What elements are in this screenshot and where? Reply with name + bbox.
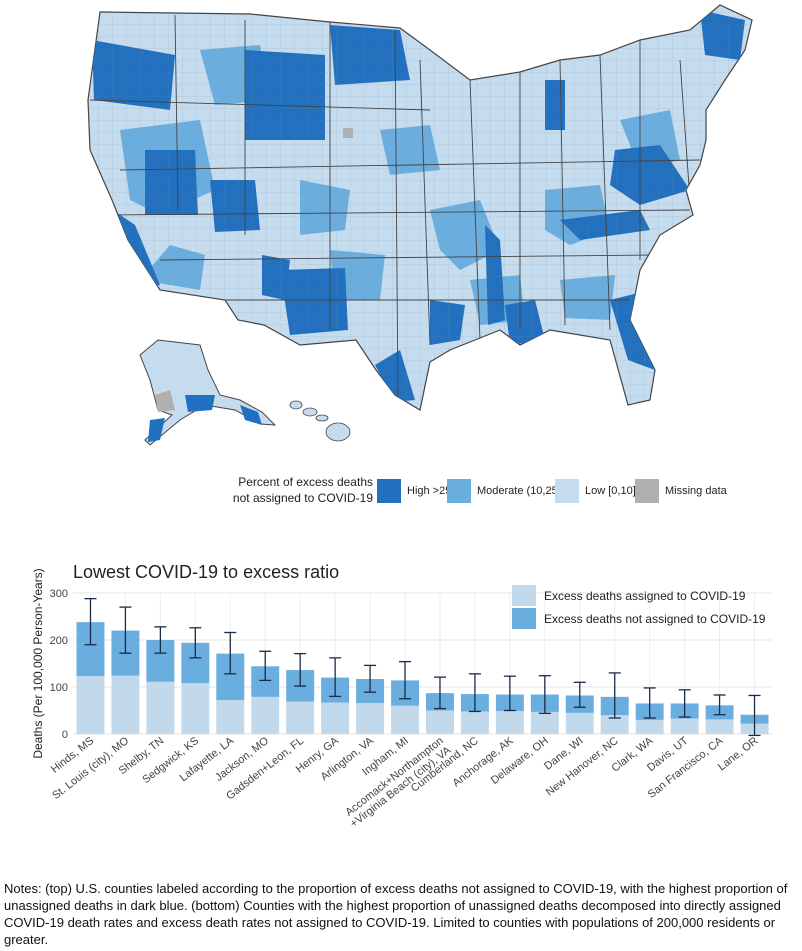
bar-assigned: [460, 711, 489, 734]
y-axis-label: Deaths (Per 100,000 Person-Years): [31, 568, 45, 758]
legend-label-missing: Missing data: [665, 485, 727, 497]
error-bar: [224, 631, 237, 675]
chart-legend-label: Excess deaths assigned to COVID-19: [544, 589, 746, 603]
legend-item-missing: Missing data: [635, 478, 727, 504]
chart-legend: Excess deaths assigned to COVID-19 Excess…: [512, 585, 766, 629]
error-bar: [119, 606, 132, 654]
bar-assigned: [286, 701, 315, 734]
error-bar: [713, 694, 726, 716]
bar-assigned: [600, 715, 629, 734]
error-bar: [678, 689, 691, 718]
y-tick-label: 100: [50, 682, 68, 694]
error-bar: [84, 597, 97, 646]
map-legend-title: Percent of excess deaths not assigned to…: [225, 474, 373, 506]
bar-assigned: [635, 719, 664, 734]
legend-swatch-missing: [635, 479, 659, 503]
error-bar: [364, 664, 377, 693]
error-bar: [189, 627, 202, 659]
legend-label-high: High >25: [407, 485, 452, 497]
legend-label-moderate: Moderate (10,25]: [477, 485, 561, 497]
y-tick-label: 300: [50, 588, 68, 600]
legend-label-low: Low [0,10]: [585, 485, 636, 497]
error-bar: [468, 673, 481, 713]
alaska: [139, 339, 277, 446]
legend-item-low: Low [0,10]: [555, 478, 636, 504]
error-bar: [538, 675, 551, 714]
legend-swatch-low: [555, 479, 579, 503]
bar-chart-svg: 0 100 200 300 Deaths (Per 100,000 Person-Yea…: [31, 568, 772, 830]
error-bar: [503, 675, 516, 712]
chart-legend-swatch: [512, 585, 536, 606]
y-tick-label: 0: [62, 729, 68, 741]
bar-assigned: [111, 675, 140, 734]
bar-assigned: [321, 702, 350, 734]
map-legend-title-line2: not assigned to COVID-19: [232, 491, 373, 505]
error-bar: [399, 660, 412, 700]
legend-item-moderate: Moderate (10,25]: [447, 478, 561, 504]
bar-assigned: [565, 712, 594, 734]
county-map: [0, 0, 802, 470]
legend-swatch-high: [377, 479, 401, 503]
bar-assigned: [251, 696, 280, 734]
bar-assigned: [76, 676, 105, 734]
error-bar: [329, 657, 342, 698]
legend-item-high: High >25: [377, 478, 451, 504]
error-bar: [294, 652, 307, 687]
bar-assigned: [705, 719, 734, 734]
bar-assigned: [670, 718, 699, 734]
bar-assigned: [216, 700, 245, 734]
chart-title: Lowest COVID-19 to excess ratio: [73, 562, 340, 582]
figure-notes: Notes: (top) U.S. counties labeled accor…: [4, 881, 788, 947]
legend-swatch-moderate: [447, 479, 471, 503]
error-bar: [154, 626, 167, 654]
bar-assigned: [356, 702, 385, 734]
y-tick-label: 200: [50, 635, 68, 647]
x-tick-label: Lane, OR: [716, 735, 761, 773]
hawaii: [289, 400, 351, 442]
error-bar: [573, 681, 586, 708]
us-county-map-svg: [87, 4, 753, 446]
error-bar: [259, 650, 272, 682]
bar-assigned: [495, 710, 524, 734]
bar-assigned: [530, 711, 559, 734]
error-bar: [433, 676, 446, 710]
bar-assigned: [425, 710, 454, 734]
error-bar: [608, 672, 621, 719]
bar-assigned: [146, 681, 175, 734]
bar-assigned: [391, 705, 420, 734]
chart-legend-label: Excess deaths not assigned to COVID-19: [544, 612, 766, 626]
x-tick-label: Anchorage, AK: [451, 735, 517, 790]
map-legend: Percent of excess deaths not assigned to…: [225, 474, 785, 510]
map-legend-title-line1: Percent of excess deaths: [238, 475, 373, 489]
error-bar: [643, 687, 656, 719]
bar-chart: 0 100 200 300 Deaths (Per 100,000 Person-Yea…: [0, 555, 802, 865]
chart-legend-swatch: [512, 608, 536, 629]
error-bar: [748, 694, 761, 737]
bar-assigned: [181, 683, 210, 734]
